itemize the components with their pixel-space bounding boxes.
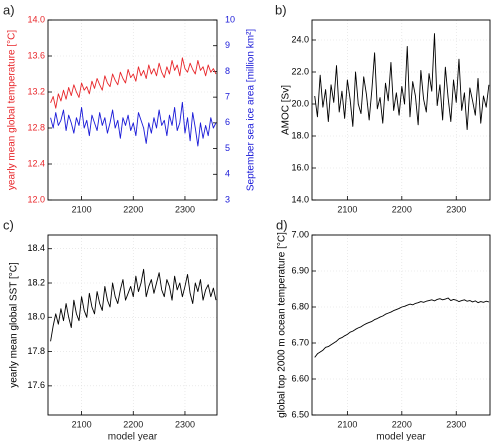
- x-tick-label: 2200: [123, 204, 143, 214]
- y-tick-label: 6.90: [291, 265, 309, 275]
- data-line: [50, 268, 217, 342]
- x-tick-label: 2100: [337, 204, 357, 214]
- y2-tick-label: 9: [225, 40, 230, 50]
- y-tick-label: 12.4: [27, 158, 45, 168]
- x-tick-label: 2200: [392, 204, 412, 214]
- x-tick-label: 2300: [446, 204, 466, 214]
- x-tick-label: 2300: [446, 419, 466, 429]
- y-tick-label: 6.80: [291, 301, 309, 311]
- data-line: [314, 33, 490, 131]
- y2-tick-label: 5: [225, 143, 230, 153]
- panel-label: d): [276, 217, 288, 232]
- x-tick-label: 2100: [72, 419, 92, 429]
- plot-frame: [311, 234, 491, 416]
- y-tick-label: 13.6: [27, 50, 45, 60]
- panel-label: a): [3, 2, 15, 17]
- data-line: [50, 57, 217, 109]
- y2-tick-label: 7: [225, 92, 230, 102]
- x-tick-label: 2100: [72, 204, 92, 214]
- y-tick-label: 20.0: [291, 98, 309, 108]
- y2-tick-label: 10: [225, 14, 235, 24]
- x-tick-label: 2300: [175, 419, 195, 429]
- y-tick-label: 6.50: [291, 409, 309, 419]
- y-tick-label: 24.0: [291, 34, 309, 44]
- x-axis-label: model year: [108, 432, 158, 441]
- y-axis-label: AMOC [Sv]: [281, 85, 292, 135]
- data-line: [50, 101, 217, 147]
- y-tick-label: 14.0: [27, 14, 45, 24]
- plot-frame: [47, 234, 218, 416]
- y-tick-label: 17.8: [27, 346, 45, 356]
- x-tick-label: 2200: [392, 419, 412, 429]
- y-tick-label: 12.8: [27, 122, 45, 132]
- plot-frame: [311, 19, 491, 201]
- y-tick-label: 7.00: [291, 229, 309, 239]
- y2-axis-label: September sea ice area [million km²]: [246, 29, 257, 192]
- x-axis-label: model year: [376, 432, 426, 441]
- y-tick-label: 6.70: [291, 337, 309, 347]
- y2-tick-label: 3: [225, 194, 230, 204]
- y2-tick-label: 4: [225, 169, 230, 179]
- y-axis-label: yearly mean global temperature [°C]: [7, 30, 18, 190]
- x-tick-label: 2300: [175, 204, 195, 214]
- y-axis-label: global top 2000 m ocean temperature [°C]: [277, 232, 288, 418]
- plot-frame: [47, 19, 218, 201]
- y-axis-label: yearly mean global SST [°C]: [9, 262, 20, 388]
- y-tick-label: 17.6: [27, 380, 45, 390]
- y-tick-label: 16.0: [291, 162, 309, 172]
- y-tick-label: 18.0: [291, 130, 309, 140]
- y-tick-label: 18.2: [27, 277, 45, 287]
- x-tick-label: 2100: [337, 419, 357, 429]
- y-tick-label: 13.2: [27, 86, 45, 96]
- y-tick-label: 12.0: [27, 194, 45, 204]
- x-tick-label: 2200: [123, 419, 143, 429]
- y-tick-label: 22.0: [291, 66, 309, 76]
- y2-tick-label: 6: [225, 117, 230, 127]
- y-tick-label: 18.0: [27, 312, 45, 322]
- y-tick-label: 6.60: [291, 373, 309, 383]
- panel-label: b): [275, 2, 287, 17]
- panel-label: c): [3, 217, 14, 232]
- y-tick-label: 14.0: [291, 194, 309, 204]
- data-line: [314, 297, 490, 358]
- y2-tick-label: 8: [225, 66, 230, 76]
- y-tick-label: 18.4: [27, 243, 45, 253]
